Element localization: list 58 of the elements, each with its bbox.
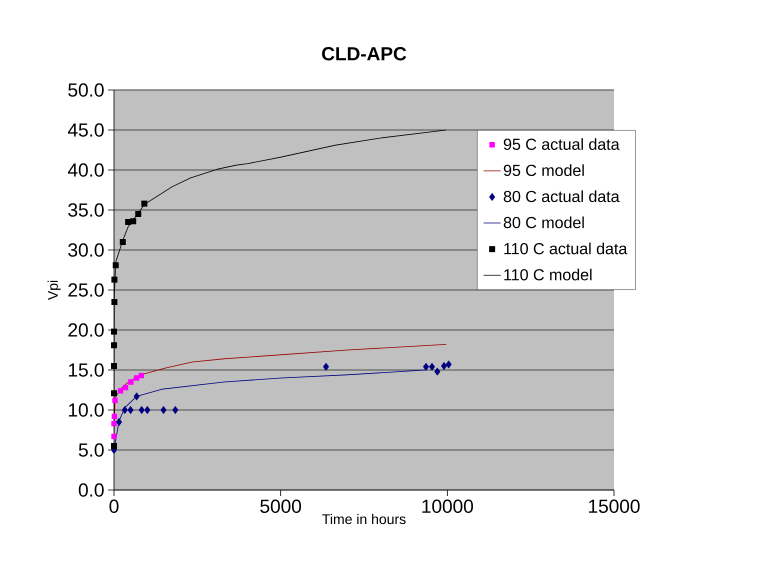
point [128,406,134,414]
x-tick-label: 15000 [589,500,640,513]
point [130,218,136,224]
point [111,443,117,449]
point [111,420,117,426]
y-tick-label: 25.0 [68,283,104,297]
y-tick-label: 5.0 [78,443,104,457]
point [112,398,118,404]
point [128,379,134,385]
point [111,342,117,348]
point [138,406,145,414]
y-tick-label: 35.0 [68,203,104,217]
x-tick-label: 10000 [422,500,473,513]
point [144,406,150,414]
legend-label: 95 C actual data [504,138,620,150]
point [111,276,118,283]
point [160,406,166,414]
y-axis-title: Vpi [48,280,61,300]
point [112,414,118,420]
point [172,406,178,414]
point [434,368,440,376]
y-tick-label: 50.0 [68,83,104,97]
point [423,363,429,371]
point [134,392,140,400]
y-tick-label: 10.0 [68,403,104,417]
point [122,406,128,414]
chart-title: CLD-APC [322,47,406,60]
point [111,434,117,440]
y-tick-label: 40.0 [68,163,104,177]
legend-label: 110 C model [504,268,592,280]
legend-label: 110 C actual data [504,242,628,254]
y-tick-label: 20.0 [68,323,104,337]
legend-label: 80 C actual data [504,190,620,202]
x-tick-label: 5000 [260,500,302,513]
point [116,418,122,426]
point [111,328,117,335]
point [446,360,452,368]
point [135,211,142,217]
y-tick-label: 0.0 [78,483,104,497]
x-axis-title: Time in hours [322,514,406,524]
point [111,299,118,305]
point [112,262,119,268]
legend-label: 95 C model [504,164,584,176]
point [141,200,148,207]
point [429,363,435,371]
y-tick-label: 30.0 [68,243,104,257]
point [120,239,126,245]
point [323,363,329,371]
point [118,388,124,394]
x-tick-label: 0 [109,500,119,513]
y-tick-label: 15.0 [68,363,104,377]
point [111,363,117,369]
point [441,362,447,370]
y-tick-label: 45.0 [68,123,104,137]
point [138,372,144,378]
point [111,390,117,396]
legend-label: 80 C model [504,216,584,228]
point [122,384,128,390]
